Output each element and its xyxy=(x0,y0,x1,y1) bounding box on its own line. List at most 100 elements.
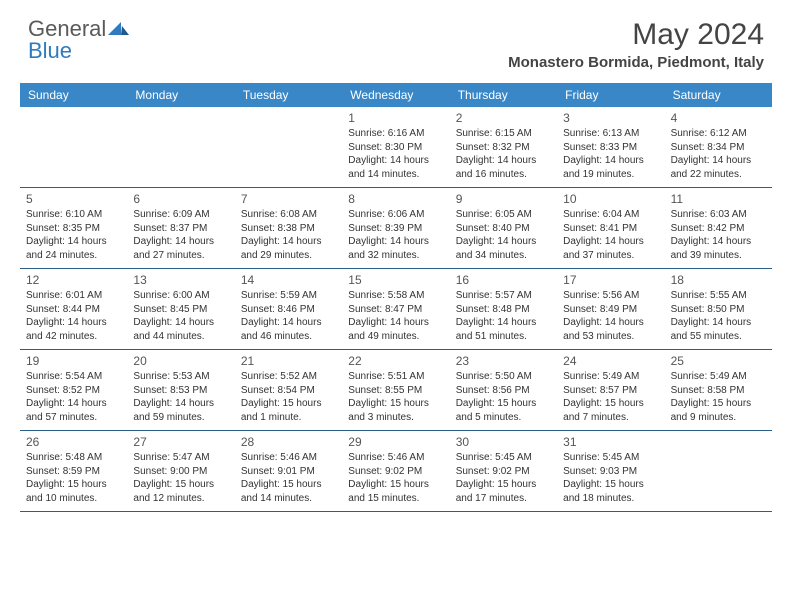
calendar-day: 11Sunrise: 6:03 AMSunset: 8:42 PMDayligh… xyxy=(665,188,772,268)
sunrise-line: Sunrise: 5:48 AM xyxy=(26,452,102,463)
calendar-day: 26Sunrise: 5:48 AMSunset: 8:59 PMDayligh… xyxy=(20,431,127,511)
sun-info: Sunrise: 5:53 AMSunset: 8:53 PMDaylight:… xyxy=(133,370,228,424)
calendar-day: 21Sunrise: 5:52 AMSunset: 8:54 PMDayligh… xyxy=(235,350,342,430)
sun-info: Sunrise: 5:48 AM Sunset: 8:59 PM Daylight:… xyxy=(26,451,121,505)
sun-info: Sunrise: 5:58 AMSunset: 8:47 PMDaylight:… xyxy=(348,289,443,343)
calendar-day: 25Sunrise: 5:49 AMSunset: 8:58 PMDayligh… xyxy=(665,350,772,430)
calendar-day: 13Sunrise: 6:00 AMSunset: 8:45 PMDayligh… xyxy=(127,269,234,349)
daylight-line: Daylight: 15 hours and 9 minutes. xyxy=(671,398,752,423)
sun-info: Sunrise: 6:15 AMSunset: 8:32 PMDaylight:… xyxy=(456,127,551,181)
calendar-empty xyxy=(127,107,234,187)
calendar-day: 24 Sunrise: 5:49 AM Sunset: 8:57 PM Dayligh… xyxy=(557,350,664,430)
day-header: Monday xyxy=(127,83,234,107)
calendar-empty xyxy=(235,107,342,187)
sunset-line: Sunset: 9:01 PM xyxy=(241,466,315,477)
sun-info: Sunrise: 6:09 AMSunset: 8:37 PMDaylight:… xyxy=(133,208,228,262)
sunrise-line: Sunrise: 5:58 AM xyxy=(348,290,424,301)
daylight-line: Daylight: 14 hours and 53 minutes. xyxy=(563,317,644,342)
calendar-day: 14Sunrise: 5:59 AMSunset: 8:46 PMDayligh… xyxy=(235,269,342,349)
daylight-line: Daylight: 15 hours and 1 minute. xyxy=(241,398,322,423)
calendar-day: 15Sunrise: 5:58 AMSunset: 8:47 PMDayligh… xyxy=(342,269,449,349)
sun-info: Sunrise: 5:52 AMSunset: 8:54 PMDaylight:… xyxy=(241,370,336,424)
sunset-line: Sunset: 8:39 PM xyxy=(348,223,422,234)
sunset-line: Sunset: 8:50 PM xyxy=(671,304,745,315)
daylight-line: Daylight: 14 hours and 59 minutes. xyxy=(133,398,214,423)
day-header: Saturday xyxy=(665,83,772,107)
sunset-line: Sunset: 8:30 PM xyxy=(348,142,422,153)
sun-info: Sunrise: 5:45 AMSunset: 9:03 PMDaylight:… xyxy=(563,451,658,505)
calendar-day: 19Sunrise: 5:54 AMSunset: 8:52 PMDayligh… xyxy=(20,350,127,430)
sunset-line: Sunset: 8:41 PM xyxy=(563,223,637,234)
day-number: 22 xyxy=(348,354,443,368)
calendar-day: 7Sunrise: 6:08 AMSunset: 8:38 PMDaylight… xyxy=(235,188,342,268)
day-number: 31 xyxy=(563,435,658,449)
day-number: 24 xyxy=(563,354,658,368)
calendar-day: 27Sunrise: 5:47 AMSunset: 9:00 PMDayligh… xyxy=(127,431,234,511)
calendar-week: 1Sunrise: 6:16 AMSunset: 8:30 PMDaylight… xyxy=(20,107,772,188)
sunrise-line: Sunrise: 5:55 AM xyxy=(671,290,747,301)
sun-info: Sunrise: 6:05 AMSunset: 8:40 PMDaylight:… xyxy=(456,208,551,262)
location-subtitle: Monastero Bormida, Piedmont, Italy xyxy=(508,54,764,71)
calendar-day: 30 Sunrise: 5:45 AMSunset: 9:02 PMDayligh… xyxy=(450,431,557,511)
day-number: 28 xyxy=(241,435,336,449)
calendar-day: 9Sunrise: 6:05 AMSunset: 8:40 PMDaylight… xyxy=(450,188,557,268)
sunrise-line: Sunrise: 6:10 AM xyxy=(26,209,102,220)
sunrise-line: Sunrise: 5:51 AM xyxy=(348,371,424,382)
daylight-line: Daylight: 14 hours and 29 minutes. xyxy=(241,236,322,261)
calendar-week: 19Sunrise: 5:54 AMSunset: 8:52 PMDayligh… xyxy=(20,350,772,431)
sunset-line: Sunset: 9:00 PM xyxy=(133,466,207,477)
sun-info: Sunrise: 5:46 AMSunset: 9:01 PMDaylight:… xyxy=(241,451,336,505)
day-number: 3 xyxy=(563,111,658,125)
day-number: 23 xyxy=(456,354,551,368)
sunrise-line: Sunrise: 6:05 AM xyxy=(456,209,532,220)
day-number: 17 xyxy=(563,273,658,287)
sunrise-line: Sunrise: 5:46 AM xyxy=(241,452,317,463)
sunrise-line: Sunrise: 6:08 AM xyxy=(241,209,317,220)
sunset-line: Sunset: 8:40 PM xyxy=(456,223,530,234)
sun-info: Sunrise: 6:13 AMSunset: 8:33 PMDaylight:… xyxy=(563,127,658,181)
sunrise-line: Sunrise: 5:49 AM xyxy=(563,371,639,382)
day-number: 25 xyxy=(671,354,766,368)
title-block: May 2024 Monastero Bormida, Piedmont, It… xyxy=(508,18,764,71)
day-number: 12 xyxy=(26,273,121,287)
daylight-line: Daylight: 14 hours and 24 minutes. xyxy=(26,236,107,261)
sunrise-line: Sunrise: 5:50 AM xyxy=(456,371,532,382)
daylight-line: Daylight: 15 hours and 3 minutes. xyxy=(348,398,429,423)
daylight-line: Daylight: 14 hours and 39 minutes. xyxy=(671,236,752,261)
sunset-line: Sunset: 8:56 PM xyxy=(456,385,530,396)
sunrise-line: Sunrise: 5:59 AM xyxy=(241,290,317,301)
sunrise-line: Sunrise: 6:13 AM xyxy=(563,128,639,139)
calendar: SundayMondayTuesdayWednesdayThursdayFrid… xyxy=(20,83,772,512)
sunset-line: Sunset: 9:02 PM xyxy=(348,466,422,477)
daylight-line: Daylight: 14 hours and 16 minutes. xyxy=(456,155,537,180)
sun-info: Sunrise: 6:08 AMSunset: 8:38 PMDaylight:… xyxy=(241,208,336,262)
sun-info: Sunrise: 5:51 AMSunset: 8:55 PMDaylight:… xyxy=(348,370,443,424)
day-number: 30 xyxy=(456,435,551,449)
calendar-day: 31 Sunrise: 5:45 AMSunset: 9:03 PMDayligh… xyxy=(557,431,664,511)
sun-info: Sunrise: 6:00 AMSunset: 8:45 PMDaylight:… xyxy=(133,289,228,343)
calendar-day: 4Sunrise: 6:12 AMSunset: 8:34 PMDaylight… xyxy=(665,107,772,187)
calendar-day: 16Sunrise: 5:57 AMSunset: 8:48 PMDayligh… xyxy=(450,269,557,349)
sunset-line: Sunset: 9:03 PM xyxy=(563,466,637,477)
calendar-day: 18Sunrise: 5:55 AMSunset: 8:50 PMDayligh… xyxy=(665,269,772,349)
calendar-day: 6Sunrise: 6:09 AMSunset: 8:37 PMDaylight… xyxy=(127,188,234,268)
sunset-line: Sunset: 8:34 PM xyxy=(671,142,745,153)
sun-info: Sunrise: 5:56 AMSunset: 8:49 PMDaylight:… xyxy=(563,289,658,343)
triangle-icon xyxy=(108,20,130,40)
sunrise-line: Sunrise: 6:09 AM xyxy=(133,209,209,220)
sunset-line: Sunset: 8:57 PM xyxy=(563,385,637,396)
logo-text-blue: Blue xyxy=(28,38,72,63)
sunset-line: Sunset: 8:59 PM xyxy=(26,466,100,477)
sunrise-line: Sunrise: 6:00 AM xyxy=(133,290,209,301)
day-header: Wednesday xyxy=(342,83,449,107)
day-number: 14 xyxy=(241,273,336,287)
daylight-line: Daylight: 15 hours and 10 minutes. xyxy=(26,479,107,504)
sun-info: Sunrise: 5:45 AMSunset: 9:02 PMDaylight:… xyxy=(456,451,551,505)
calendar-empty xyxy=(20,107,127,187)
daylight-line: Daylight: 15 hours and 7 minutes. xyxy=(563,398,644,423)
day-number: 5 xyxy=(26,192,121,206)
sunrise-line: Sunrise: 6:06 AM xyxy=(348,209,424,220)
calendar-empty xyxy=(665,431,772,511)
sunrise-line: Sunrise: 5:53 AM xyxy=(133,371,209,382)
calendar-day: 10Sunrise: 6:04 AMSunset: 8:41 PMDayligh… xyxy=(557,188,664,268)
